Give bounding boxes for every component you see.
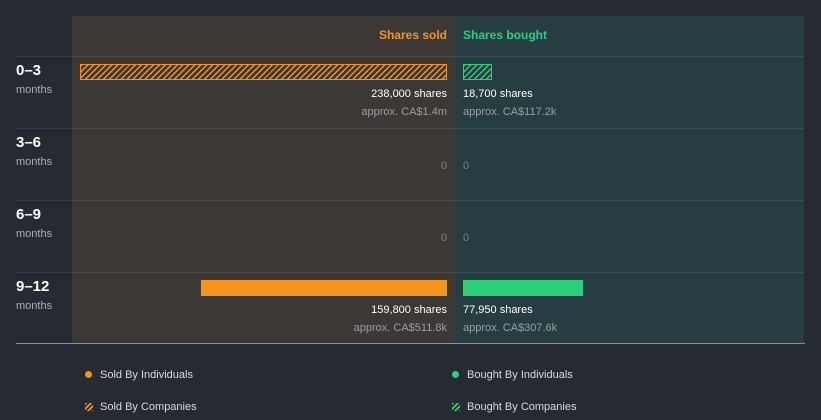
row-unit: months	[16, 300, 53, 312]
legend-label: Sold By Individuals	[100, 369, 193, 381]
row-label-6-9: 6–9 months	[16, 206, 52, 240]
bar-bought-individuals-9-12	[463, 280, 583, 296]
legend-sold-individuals[interactable]: Sold By Individuals	[85, 369, 193, 381]
bought-shares-label: 77,950 shares	[463, 304, 533, 316]
sold-zero-label: 0	[440, 160, 447, 172]
row-divider	[16, 128, 804, 129]
chart-baseline	[16, 343, 805, 344]
sold-shares-label: 159,800 shares	[371, 304, 447, 316]
shares-bought-header: Shares bought	[463, 28, 548, 42]
bought-zero-label: 0	[463, 160, 470, 172]
row-label-0-3: 0–3 months	[16, 62, 52, 96]
shares-sold-header: Shares sold	[378, 28, 447, 42]
legend-sold-companies[interactable]: Sold By Companies	[85, 401, 197, 413]
row-label-9-12: 9–12 months	[16, 278, 52, 312]
row-divider	[16, 272, 804, 273]
row-range: 0–3	[16, 62, 42, 79]
row-range: 3–6	[16, 134, 42, 151]
green-hatch-icon	[452, 403, 460, 411]
row-unit: months	[16, 156, 53, 168]
bar-sold-companies-0-3	[80, 64, 447, 80]
orange-dot-icon	[85, 371, 92, 378]
row-label-3-6: 3–6 months	[16, 134, 52, 168]
green-dot-icon	[452, 371, 459, 378]
sold-zero-label: 0	[440, 232, 447, 244]
bought-approx-label: approx. CA$307.6k	[463, 322, 558, 334]
sold-shares-label: 238,000 shares	[371, 88, 447, 100]
row-divider	[16, 56, 804, 57]
orange-hatch-icon	[85, 403, 93, 411]
row-divider	[16, 200, 804, 201]
row-range: 6–9	[16, 206, 42, 223]
bought-shares-label: 18,700 shares	[463, 88, 533, 100]
sold-approx-label: approx. CA$1.4m	[361, 106, 447, 118]
row-unit: months	[16, 84, 53, 96]
bought-zero-label: 0	[463, 232, 470, 244]
row-unit: months	[16, 228, 53, 240]
legend-label: Sold By Companies	[100, 401, 197, 413]
bought-approx-label: approx. CA$117.2k	[463, 106, 557, 118]
legend-label: Bought By Companies	[467, 401, 577, 413]
row-range: 9–12	[16, 278, 50, 295]
legend-bought-companies[interactable]: Bought By Companies	[452, 401, 576, 413]
bar-sold-individuals-9-12	[201, 280, 447, 296]
sold-approx-label: approx. CA$511.8k	[353, 322, 447, 334]
legend-bought-individuals[interactable]: Bought By Individuals	[452, 369, 573, 381]
bar-bought-companies-0-3	[463, 64, 492, 80]
legend-label: Bought By Individuals	[467, 369, 573, 381]
